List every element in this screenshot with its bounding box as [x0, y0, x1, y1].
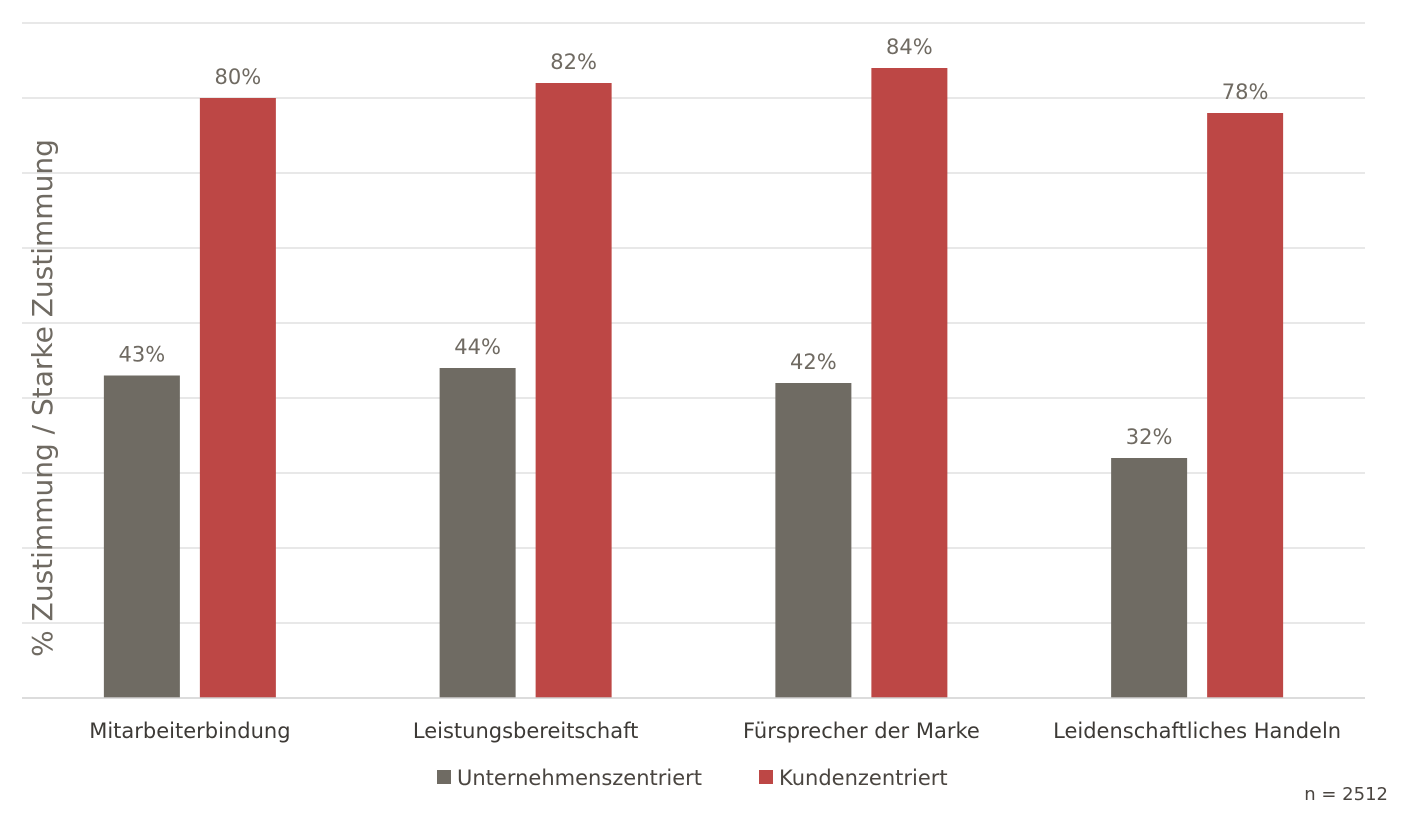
bar-kundenzentriert-3: [871, 68, 948, 698]
y-axis-label: % Zustimmung / Starke Zustimmung: [26, 139, 59, 657]
bar-unternehmenszentriert-2: [439, 368, 516, 698]
bar-kundenzentriert-4: [1207, 113, 1284, 698]
legend-label: Kundenzentriert: [779, 766, 948, 790]
data-label: 84%: [886, 35, 933, 59]
bar-kundenzentriert-2: [535, 83, 612, 698]
bar-unternehmenszentriert-3: [775, 383, 852, 698]
bar-unternehmenszentriert-1: [103, 375, 180, 698]
data-label: 32%: [1126, 425, 1173, 449]
category-label: Mitarbeiterbindung: [89, 719, 290, 743]
data-label: 82%: [550, 50, 597, 74]
category-label: Leidenschaftliches Handeln: [1053, 719, 1341, 743]
legend-swatch: [437, 770, 451, 784]
legend: Unternehmenszentriert Kundenzentriert: [437, 766, 948, 790]
data-label: 43%: [119, 343, 166, 367]
category-labels: Mitarbeiterbindung Leistungsbereitschaft F…: [89, 719, 1341, 743]
value-labels: 43% 80% 44% 82% 42% 84% 32% 78%: [119, 35, 1269, 449]
sample-size-note: n = 2512: [1304, 784, 1388, 805]
legend-label: Unternehmenszentriert: [457, 766, 702, 790]
category-label: Leistungsbereitschaft: [413, 719, 638, 743]
legend-swatch: [759, 770, 773, 784]
data-label: 42%: [790, 350, 837, 374]
data-label: 80%: [215, 65, 262, 89]
data-label: 44%: [454, 335, 501, 359]
bars: [103, 68, 1284, 698]
data-label: 78%: [1222, 80, 1269, 104]
bar-kundenzentriert-1: [199, 98, 276, 698]
bar-unternehmenszentriert-4: [1111, 458, 1188, 698]
category-label: Fürsprecher der Marke: [743, 719, 980, 743]
